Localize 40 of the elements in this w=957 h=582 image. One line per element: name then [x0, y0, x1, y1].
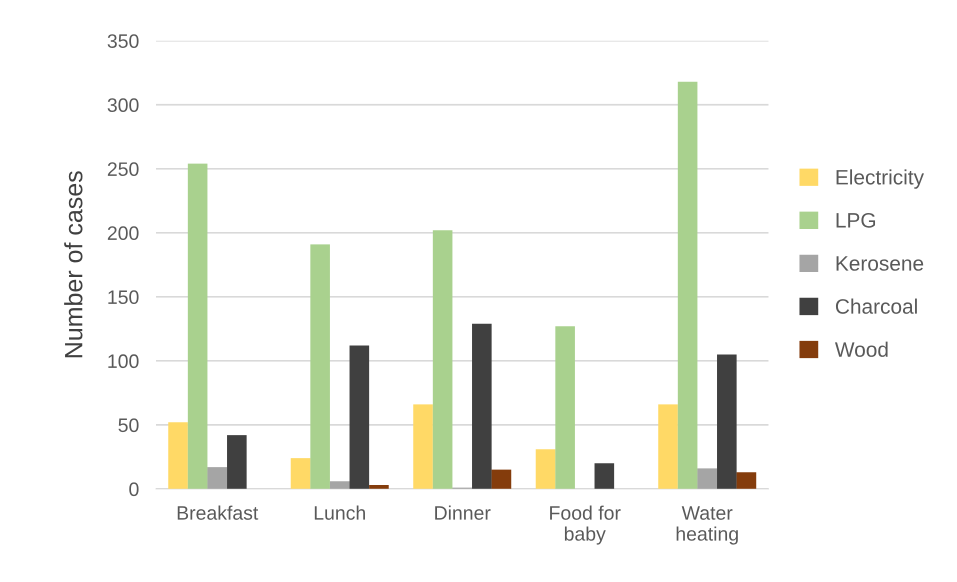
legend-label: Electricity	[836, 169, 924, 189]
y-tick-label: 300	[108, 98, 139, 112]
legend-label: LPG	[836, 212, 876, 228]
y-axis-title: Number of cases	[64, 171, 82, 358]
bar	[168, 422, 188, 489]
bar	[594, 463, 614, 489]
bar	[717, 354, 737, 489]
legend-label: Wood	[834, 342, 888, 357]
x-tick-label: Breakfast	[178, 506, 258, 520]
bar	[472, 324, 492, 489]
bar	[369, 485, 389, 489]
bar	[736, 472, 756, 489]
y-tick-label: 0	[129, 482, 139, 496]
y-tick-label: 100	[108, 354, 139, 368]
bar	[678, 82, 698, 489]
bar	[207, 467, 228, 489]
y-tick-label: 50	[118, 418, 139, 432]
legend-label: Kerosene	[836, 256, 924, 271]
bar	[413, 404, 433, 489]
bar	[536, 449, 556, 489]
x-tick-label: Food for baby	[550, 506, 621, 545]
y-tick-label: 350	[108, 34, 139, 48]
bar	[350, 345, 370, 489]
x-tick-label: Lunch	[314, 506, 365, 520]
bar	[290, 458, 310, 489]
y-tick-label: 200	[108, 226, 139, 240]
y-tick-label: 150	[108, 290, 139, 304]
bar	[492, 470, 512, 489]
bar	[310, 244, 330, 489]
bar	[697, 468, 718, 489]
bar	[432, 230, 452, 489]
y-tick-label: 250	[108, 162, 139, 176]
bar	[555, 326, 575, 489]
bar	[330, 481, 350, 489]
x-tick-label: Dinner	[435, 506, 491, 520]
bar	[188, 164, 208, 489]
bar	[227, 435, 247, 489]
legend-label: Charcoal	[836, 298, 917, 314]
x-tick-label: Water heating	[676, 506, 738, 545]
bar	[658, 404, 678, 489]
